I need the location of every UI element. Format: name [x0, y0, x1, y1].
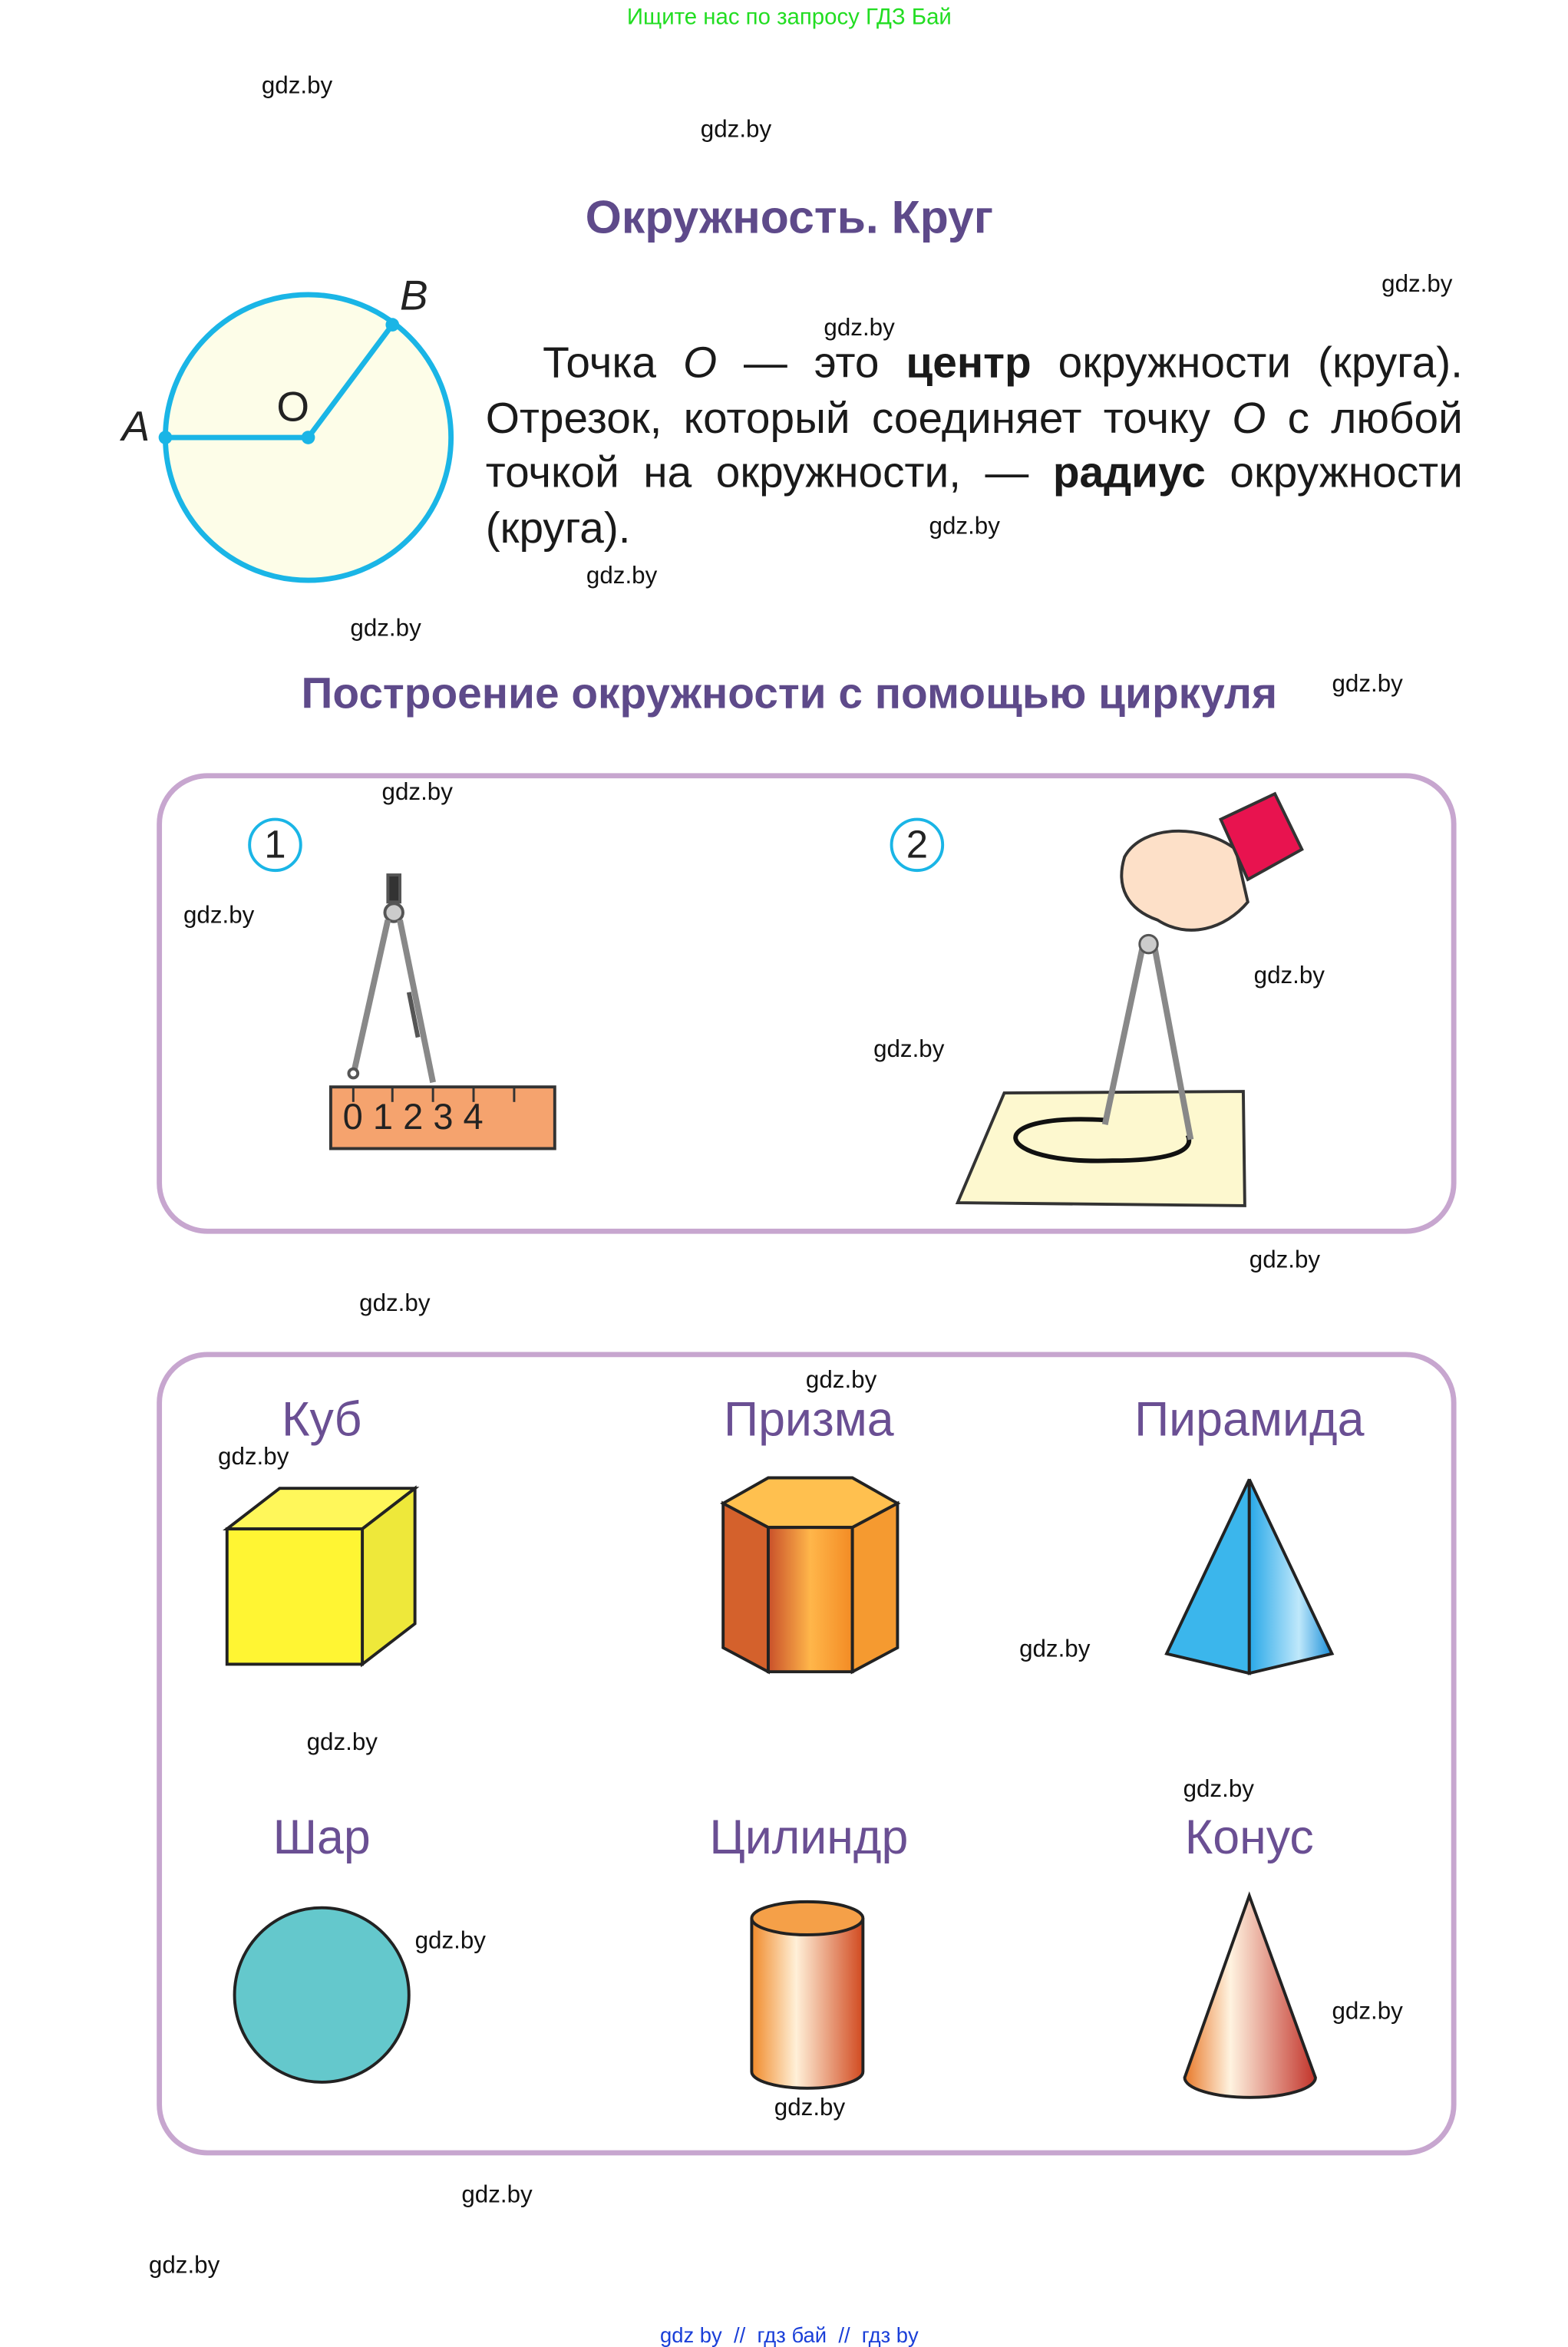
watermark: gdz.by	[805, 1368, 877, 1394]
watermark: gdz.by	[183, 903, 255, 929]
label-a: A	[121, 402, 150, 450]
watermark: gdz.by	[1332, 1999, 1403, 2025]
shape-label-prism: Призма	[724, 1391, 894, 1447]
cube-icon	[223, 1485, 420, 1668]
watermark: gdz.by	[1253, 963, 1325, 989]
shape-label-cube: Куб	[281, 1391, 362, 1447]
section-title: Построение окружности с помощью циркуля	[301, 670, 1278, 719]
watermark: gdz.by	[359, 1291, 431, 1317]
shape-label-cylinder: Цилиндр	[709, 1810, 909, 1864]
step-2-badge	[890, 817, 945, 873]
point-b	[385, 318, 400, 332]
shape-label-sphere: Шар	[272, 1810, 371, 1864]
watermark: gdz.by	[1249, 1247, 1321, 1274]
watermark: gdz.by	[218, 1444, 289, 1471]
step-number: 2	[906, 821, 929, 867]
compass-frame	[157, 773, 1457, 1234]
watermark: gdz.by	[1019, 1637, 1091, 1663]
shapes-frame	[157, 1352, 1457, 2156]
point-a	[158, 431, 173, 444]
label-o: O	[276, 383, 310, 431]
watermark: gdz.by	[148, 2253, 220, 2279]
watermark: gdz.by	[1332, 672, 1403, 698]
watermark: gdz.by	[350, 616, 421, 642]
watermark: gdz.by	[929, 513, 1000, 540]
cylinder-icon	[750, 1900, 865, 2090]
watermark: gdz.by	[1183, 1777, 1254, 1803]
step-number: 1	[264, 821, 286, 867]
cone-icon	[1183, 1891, 1317, 2099]
label-b: B	[400, 272, 428, 319]
watermark: gdz.by	[1381, 272, 1453, 298]
watermark: gdz.by	[700, 117, 772, 144]
radius-ob	[305, 323, 394, 440]
page-title: Окружность. Круг	[585, 190, 994, 244]
pyramid-icon	[1164, 1478, 1335, 1675]
sphere-icon	[233, 1906, 411, 2084]
search-hint[interactable]: Ищите нас по запросу ГДЗ Бай	[626, 4, 952, 31]
sleeve	[1218, 791, 1304, 882]
hand-icon	[1120, 830, 1249, 932]
step-1-badge	[248, 817, 302, 873]
point-o	[301, 431, 315, 444]
ruler-icon	[328, 1085, 556, 1150]
watermark: gdz.by	[414, 1929, 486, 1955]
shape-label-cone: Конус	[1184, 1810, 1314, 1864]
watermark: gdz.by	[306, 1730, 378, 1756]
watermark: gdz.by	[824, 315, 895, 342]
compass-drawing-icon	[955, 791, 1304, 1207]
definition-paragraph: Точка O — это центр окружности (круга). …	[485, 339, 1463, 553]
watermark: gdz.by	[261, 73, 333, 100]
term-radius: радиус	[1052, 450, 1206, 498]
watermark: gdz.by	[586, 563, 658, 589]
watermark: gdz.by	[774, 2095, 846, 2121]
shape-label-pyramid: Пирамида	[1134, 1391, 1365, 1447]
footer-links[interactable]: gdz by // гдз бай // гдз by	[659, 2322, 919, 2347]
prism-icon	[720, 1476, 901, 1675]
compass-on-ruler-icon	[347, 873, 436, 1084]
ruler-digits: 0 1 2 3 4	[342, 1097, 484, 1138]
circle-figure	[158, 292, 454, 583]
watermark: gdz.by	[873, 1037, 945, 1063]
watermark: gdz.by	[461, 2183, 533, 2209]
watermark: gdz.by	[381, 780, 453, 806]
term-center: центр	[906, 339, 1032, 388]
